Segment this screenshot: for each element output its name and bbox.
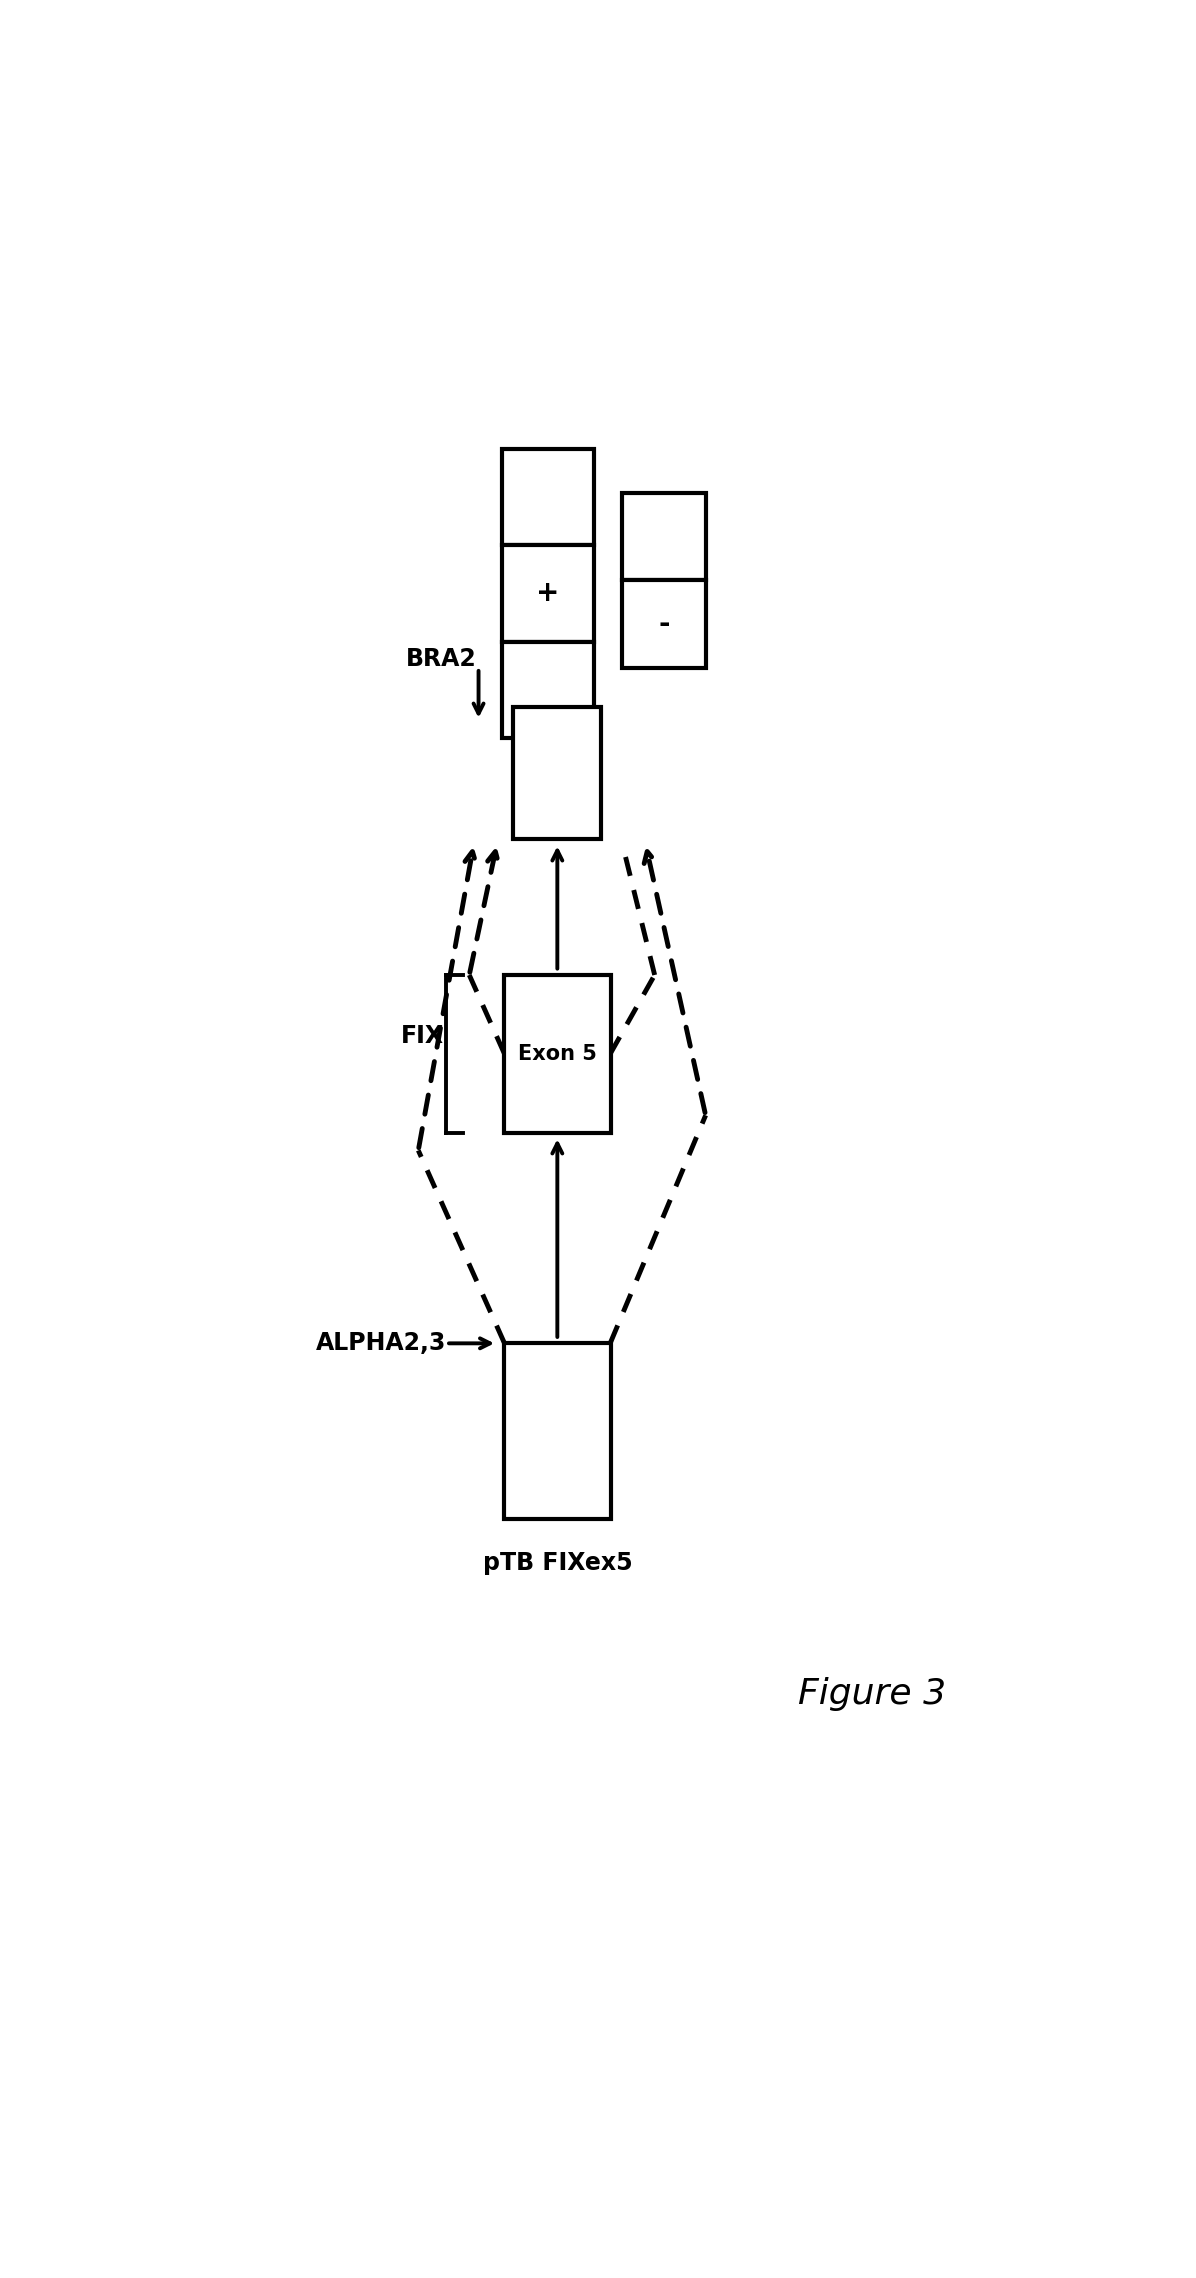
Text: BRA2: BRA2 (407, 647, 477, 672)
Bar (622, 492, 706, 581)
Bar (504, 1344, 611, 1519)
Bar (622, 581, 706, 667)
Bar (502, 642, 594, 738)
Text: -: - (658, 611, 670, 638)
Text: +: + (536, 579, 560, 608)
Bar (502, 544, 594, 642)
Bar (513, 708, 602, 838)
Text: FIX: FIX (402, 1025, 445, 1048)
Bar (502, 449, 594, 544)
Text: Figure 3: Figure 3 (799, 1677, 946, 1711)
Text: pTB FIXex5: pTB FIXex5 (482, 1551, 633, 1574)
Text: ALPHA2,3: ALPHA2,3 (316, 1330, 446, 1355)
Text: Exon 5: Exon 5 (518, 1043, 597, 1064)
Bar (504, 975, 611, 1132)
